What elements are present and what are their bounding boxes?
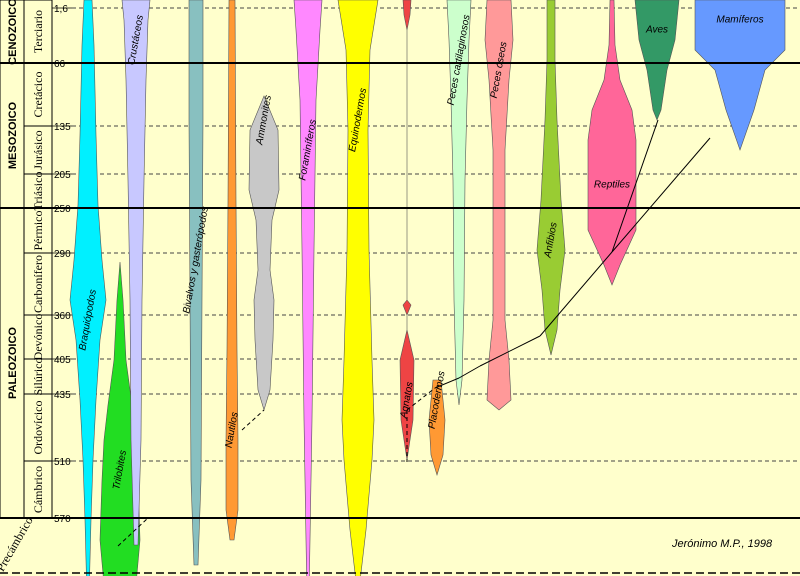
era-label-2: PALEOZOICO: [7, 327, 19, 399]
taxon-label-15: Mamíferos: [716, 15, 763, 26]
phylogeny-link-8: [611, 119, 659, 253]
taxon-label-13: Reptiles: [594, 180, 630, 191]
period-label-7: Silúrico: [31, 358, 45, 396]
taxon-spindle-8: [399, 0, 415, 461]
period-label-5: Carbonífero: [31, 255, 45, 313]
author-name: Jerónimo M.P.: [671, 538, 742, 550]
taxon-spindle-10: [446, 0, 472, 406]
tick-label-2: 135: [54, 122, 71, 133]
taxon-spindle-7: [337, 0, 379, 576]
taxon-spindle-11: [484, 0, 514, 411]
taxon-spindle-14: [634, 0, 680, 121]
period-borders: [0, 62, 800, 574]
period-label-9: Cámbrico: [31, 466, 45, 513]
phylogeny-link-1: [241, 409, 265, 431]
phylogeny-link-3: [406, 387, 436, 411]
taxon-spindle-0: [69, 0, 107, 576]
period-label-2: Jurásico: [31, 130, 45, 169]
author-credit: Jerónimo M.P., 1998: [671, 538, 773, 550]
tick-label-8: 435: [54, 390, 71, 401]
taxon-spindle-15: [694, 0, 786, 151]
taxon-spindle-1: [99, 261, 141, 576]
tick-label-6: 360: [54, 311, 71, 322]
tick-label-3: 205: [54, 170, 71, 181]
tick-label-0: 1,6: [54, 4, 68, 15]
tick-label-4: 250: [54, 204, 71, 215]
taxon-spindle-4: [225, 0, 239, 541]
phylogeny-link-9: [611, 137, 711, 253]
tick-label-7: 405: [54, 355, 71, 366]
phylogeny-link-6: [479, 335, 541, 367]
tick-label-5: 290: [54, 249, 71, 260]
era-label-0: CENOZOICO: [7, 0, 19, 65]
period-label-0: Terciario: [31, 10, 45, 53]
taxon-spindle-12: [536, 0, 566, 356]
tick-label-9: 510: [54, 457, 71, 468]
taxon-spindle-2: [121, 0, 151, 546]
taxon-spindle-6: [293, 0, 323, 576]
author-year: , 1998: [742, 538, 773, 550]
period-label-8: Ordovícico: [31, 401, 45, 455]
phylogeny-links: [117, 119, 711, 547]
phylogeny-link-7: [539, 251, 613, 337]
period-label-1: Cretácico: [31, 72, 45, 118]
phylogeny-link-5: [458, 365, 481, 379]
period-label-3: Triásico: [31, 172, 45, 211]
era-label-1: MESOZOICO: [7, 101, 19, 169]
tick-label-1: 66: [54, 59, 66, 70]
taxon-spindle-9: [428, 379, 446, 477]
period-column: Terciario Cretácico Jurásico TriásicoPérmic…: [0, 0, 53, 574]
taxon-label-14: Aves: [645, 25, 668, 36]
taxon-spindle-3: [188, 0, 204, 566]
phylogeny-link-4: [434, 377, 460, 389]
tick-label-10: 570: [54, 514, 71, 525]
period-label-6: Devónico: [31, 314, 45, 361]
period-label-4: Pérmico: [31, 211, 45, 251]
